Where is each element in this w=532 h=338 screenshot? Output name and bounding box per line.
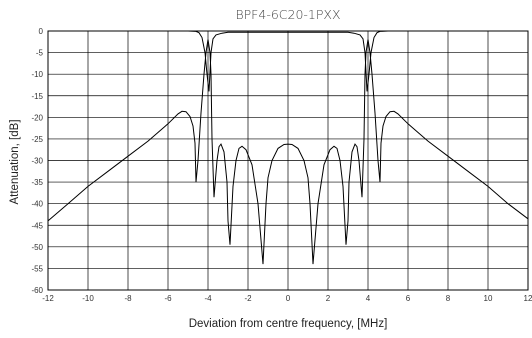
y-tick-label: -5 xyxy=(36,49,44,58)
x-tick-label: 2 xyxy=(326,294,331,303)
x-tick-label: 6 xyxy=(406,294,411,303)
y-tick-labels: 0 -5 -10 -15 -20 -25 -30 -35 -40 -45 -50 -55 -60 xyxy=(31,27,43,295)
x-tick-label: 12 xyxy=(524,294,532,303)
y-tick-label: -40 xyxy=(31,200,43,209)
y-tick-label: -35 xyxy=(31,178,43,187)
x-tick-label: 4 xyxy=(366,294,371,303)
y-tick-label: -55 xyxy=(31,264,43,273)
x-tick-labels: -12 -10 -8 -6 -4 -2 0 2 4 6 8 10 12 xyxy=(42,294,532,303)
x-tick-label: -10 xyxy=(82,294,94,303)
y-tick-label: -10 xyxy=(31,70,43,79)
y-tick-label: -50 xyxy=(31,243,43,252)
y-tick-label: -30 xyxy=(31,157,43,166)
x-tick-label: -2 xyxy=(244,294,252,303)
x-tick-label: -12 xyxy=(42,294,54,303)
x-tick-label: 10 xyxy=(484,294,493,303)
x-tick-label: 0 xyxy=(286,294,291,303)
y-tick-label: 0 xyxy=(39,27,44,36)
x-tick-label: -8 xyxy=(124,294,132,303)
x-tick-label: -6 xyxy=(164,294,172,303)
y-tick-label: -25 xyxy=(31,135,43,144)
chart-title: BPF4-6C20-1PXX xyxy=(235,7,340,22)
grid xyxy=(48,31,528,290)
x-tick-label: -4 xyxy=(204,294,212,303)
y-tick-label: -15 xyxy=(31,92,43,101)
x-axis-label: Deviation from centre frequency, [MHz] xyxy=(189,318,388,330)
y-axis-label: Attenuation, [dB] xyxy=(9,119,21,204)
x-tick-label: 8 xyxy=(446,294,451,303)
y-tick-label: -20 xyxy=(31,113,43,122)
y-tick-label: -60 xyxy=(31,286,43,295)
y-tick-label: -45 xyxy=(31,221,43,230)
